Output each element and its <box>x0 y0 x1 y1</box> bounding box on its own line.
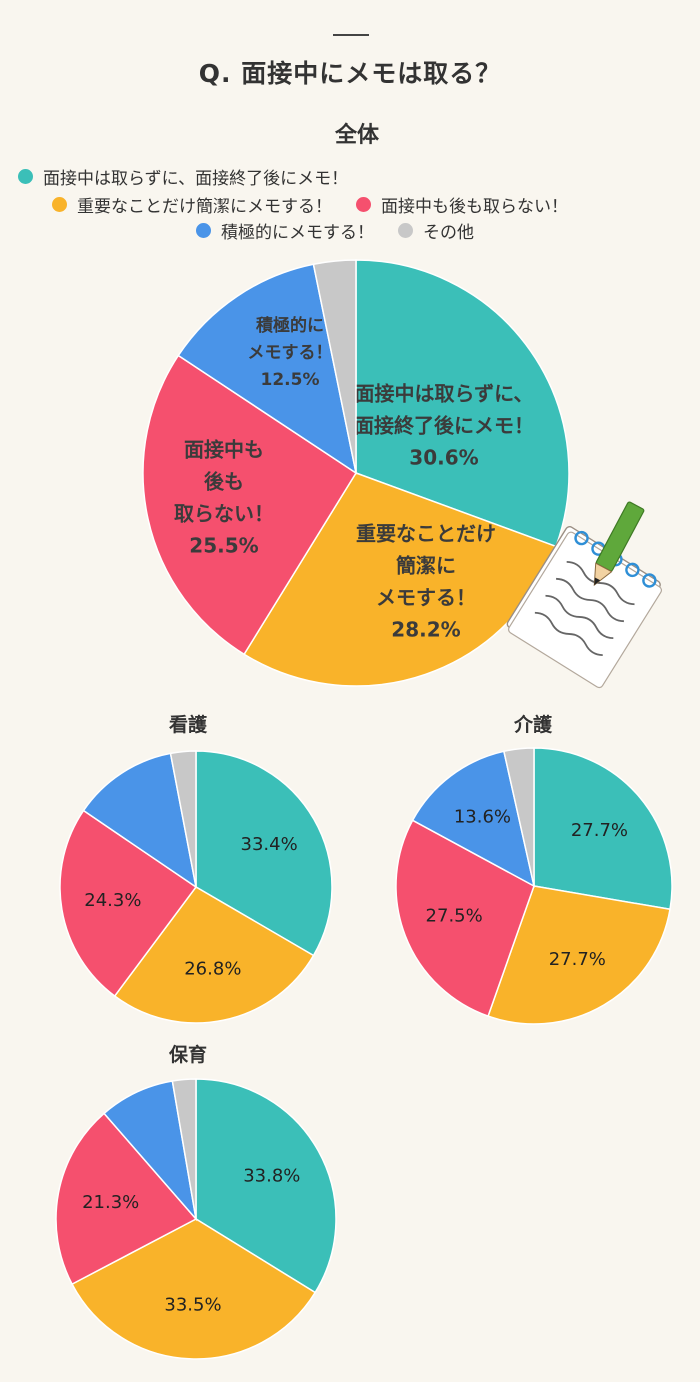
slice-value-label: 26.8% <box>184 959 241 980</box>
slice-label: 28.2% <box>391 618 460 642</box>
legend-dot <box>52 197 67 212</box>
pie-slice <box>177 263 358 475</box>
pie-slice <box>411 750 536 888</box>
slice-label: 後も <box>204 470 244 494</box>
pie-slice <box>142 354 358 656</box>
legend-item-after-interview: 面接中は取らずに、面接終了後にメモ！ <box>18 164 348 189</box>
pie-chart-2: 27.7% 27.7% 27.5% 13.6% <box>395 747 673 1025</box>
pie-slice <box>171 1078 197 1220</box>
pie-slice <box>195 750 333 957</box>
pie-slice <box>169 750 197 888</box>
legend-label: 積極的にメモする！ <box>221 223 374 243</box>
chart-title-care: 介護 <box>513 714 552 736</box>
legend-label: 面接中も後も取らない！ <box>381 197 568 217</box>
slice-value-label: 21.3% <box>82 1192 139 1213</box>
legend-item-no-memo: 面接中も後も取らない！ <box>356 192 568 217</box>
chart-title-childcare: 保育 <box>168 1044 207 1066</box>
legend-label: 面接中は取らずに、面接終了後にメモ！ <box>43 169 349 189</box>
legend-dot <box>356 197 371 212</box>
slice-value-label: 24.3% <box>84 890 141 911</box>
pie-slice <box>59 809 198 998</box>
legend-label: 重要なことだけ簡潔にメモする！ <box>77 197 332 217</box>
pie-slice <box>195 1078 337 1294</box>
pie-slice <box>487 885 671 1025</box>
slice-value-label: 33.5% <box>164 1295 221 1316</box>
legend-dot <box>398 223 413 238</box>
slice-label: 12.5% <box>261 370 320 390</box>
pie-chart-1: 33.4% 26.8% 24.3% <box>59 750 333 1024</box>
title-divider <box>333 34 369 36</box>
chart-title-nursing: 看護 <box>168 714 207 736</box>
legend-item-active-memo: 積極的にメモする！ <box>196 218 374 243</box>
slice-label: 重要なことだけ <box>356 522 496 546</box>
pie-slice <box>503 747 535 887</box>
pie-slice <box>82 752 198 889</box>
slice-label: メモする！ <box>248 343 333 363</box>
chart-subtitle: 全体 <box>334 123 379 148</box>
slice-label: 取らない！ <box>174 502 274 526</box>
pie-slice <box>55 1112 198 1286</box>
slice-value-label: 33.8% <box>243 1166 300 1187</box>
pie-slice <box>113 886 315 1024</box>
pie-slice <box>312 259 357 474</box>
pie-slice <box>71 1218 317 1360</box>
legend-label: その他 <box>423 223 474 243</box>
legend-item-brief-memo: 重要なことだけ簡潔にメモする！ <box>52 192 332 217</box>
slice-value-label: 27.7% <box>571 820 628 841</box>
slice-label: 積極的に <box>256 315 324 336</box>
slice-value-label: 13.6% <box>454 807 511 828</box>
page-title: Q. 面接中にメモは取る？ <box>198 59 502 88</box>
legend-item-other: その他 <box>398 218 474 243</box>
legend-dot <box>18 169 33 184</box>
slice-value-label: 27.5% <box>426 906 483 927</box>
slice-label: 簡潔に <box>396 554 456 578</box>
slice-label: 面接終了後にメモ！ <box>354 414 534 438</box>
memo-pad-pencil-icon <box>506 525 663 689</box>
legend-dot <box>196 223 211 238</box>
slice-value-label: 27.7% <box>549 949 606 970</box>
pie-chart-3: 33.8% 33.5% 21.3% <box>55 1078 337 1360</box>
slice-value-label: 33.4% <box>241 834 298 855</box>
slice-label: 面接中も <box>184 438 264 462</box>
pencil-icon <box>593 501 645 587</box>
slice-label: 面接中は取らずに、 <box>355 382 534 406</box>
pie-slice <box>533 747 673 911</box>
slice-label: 30.6% <box>409 446 478 470</box>
pie-slice <box>355 259 570 548</box>
pie-chart-0: 面接中は取らずに、面接終了後にメモ！30.6%重要なことだけ簡潔にメモする！28… <box>142 259 570 687</box>
pie-slice <box>395 819 535 1018</box>
slice-label: 25.5% <box>189 534 258 558</box>
slice-label: メモする！ <box>376 586 476 610</box>
